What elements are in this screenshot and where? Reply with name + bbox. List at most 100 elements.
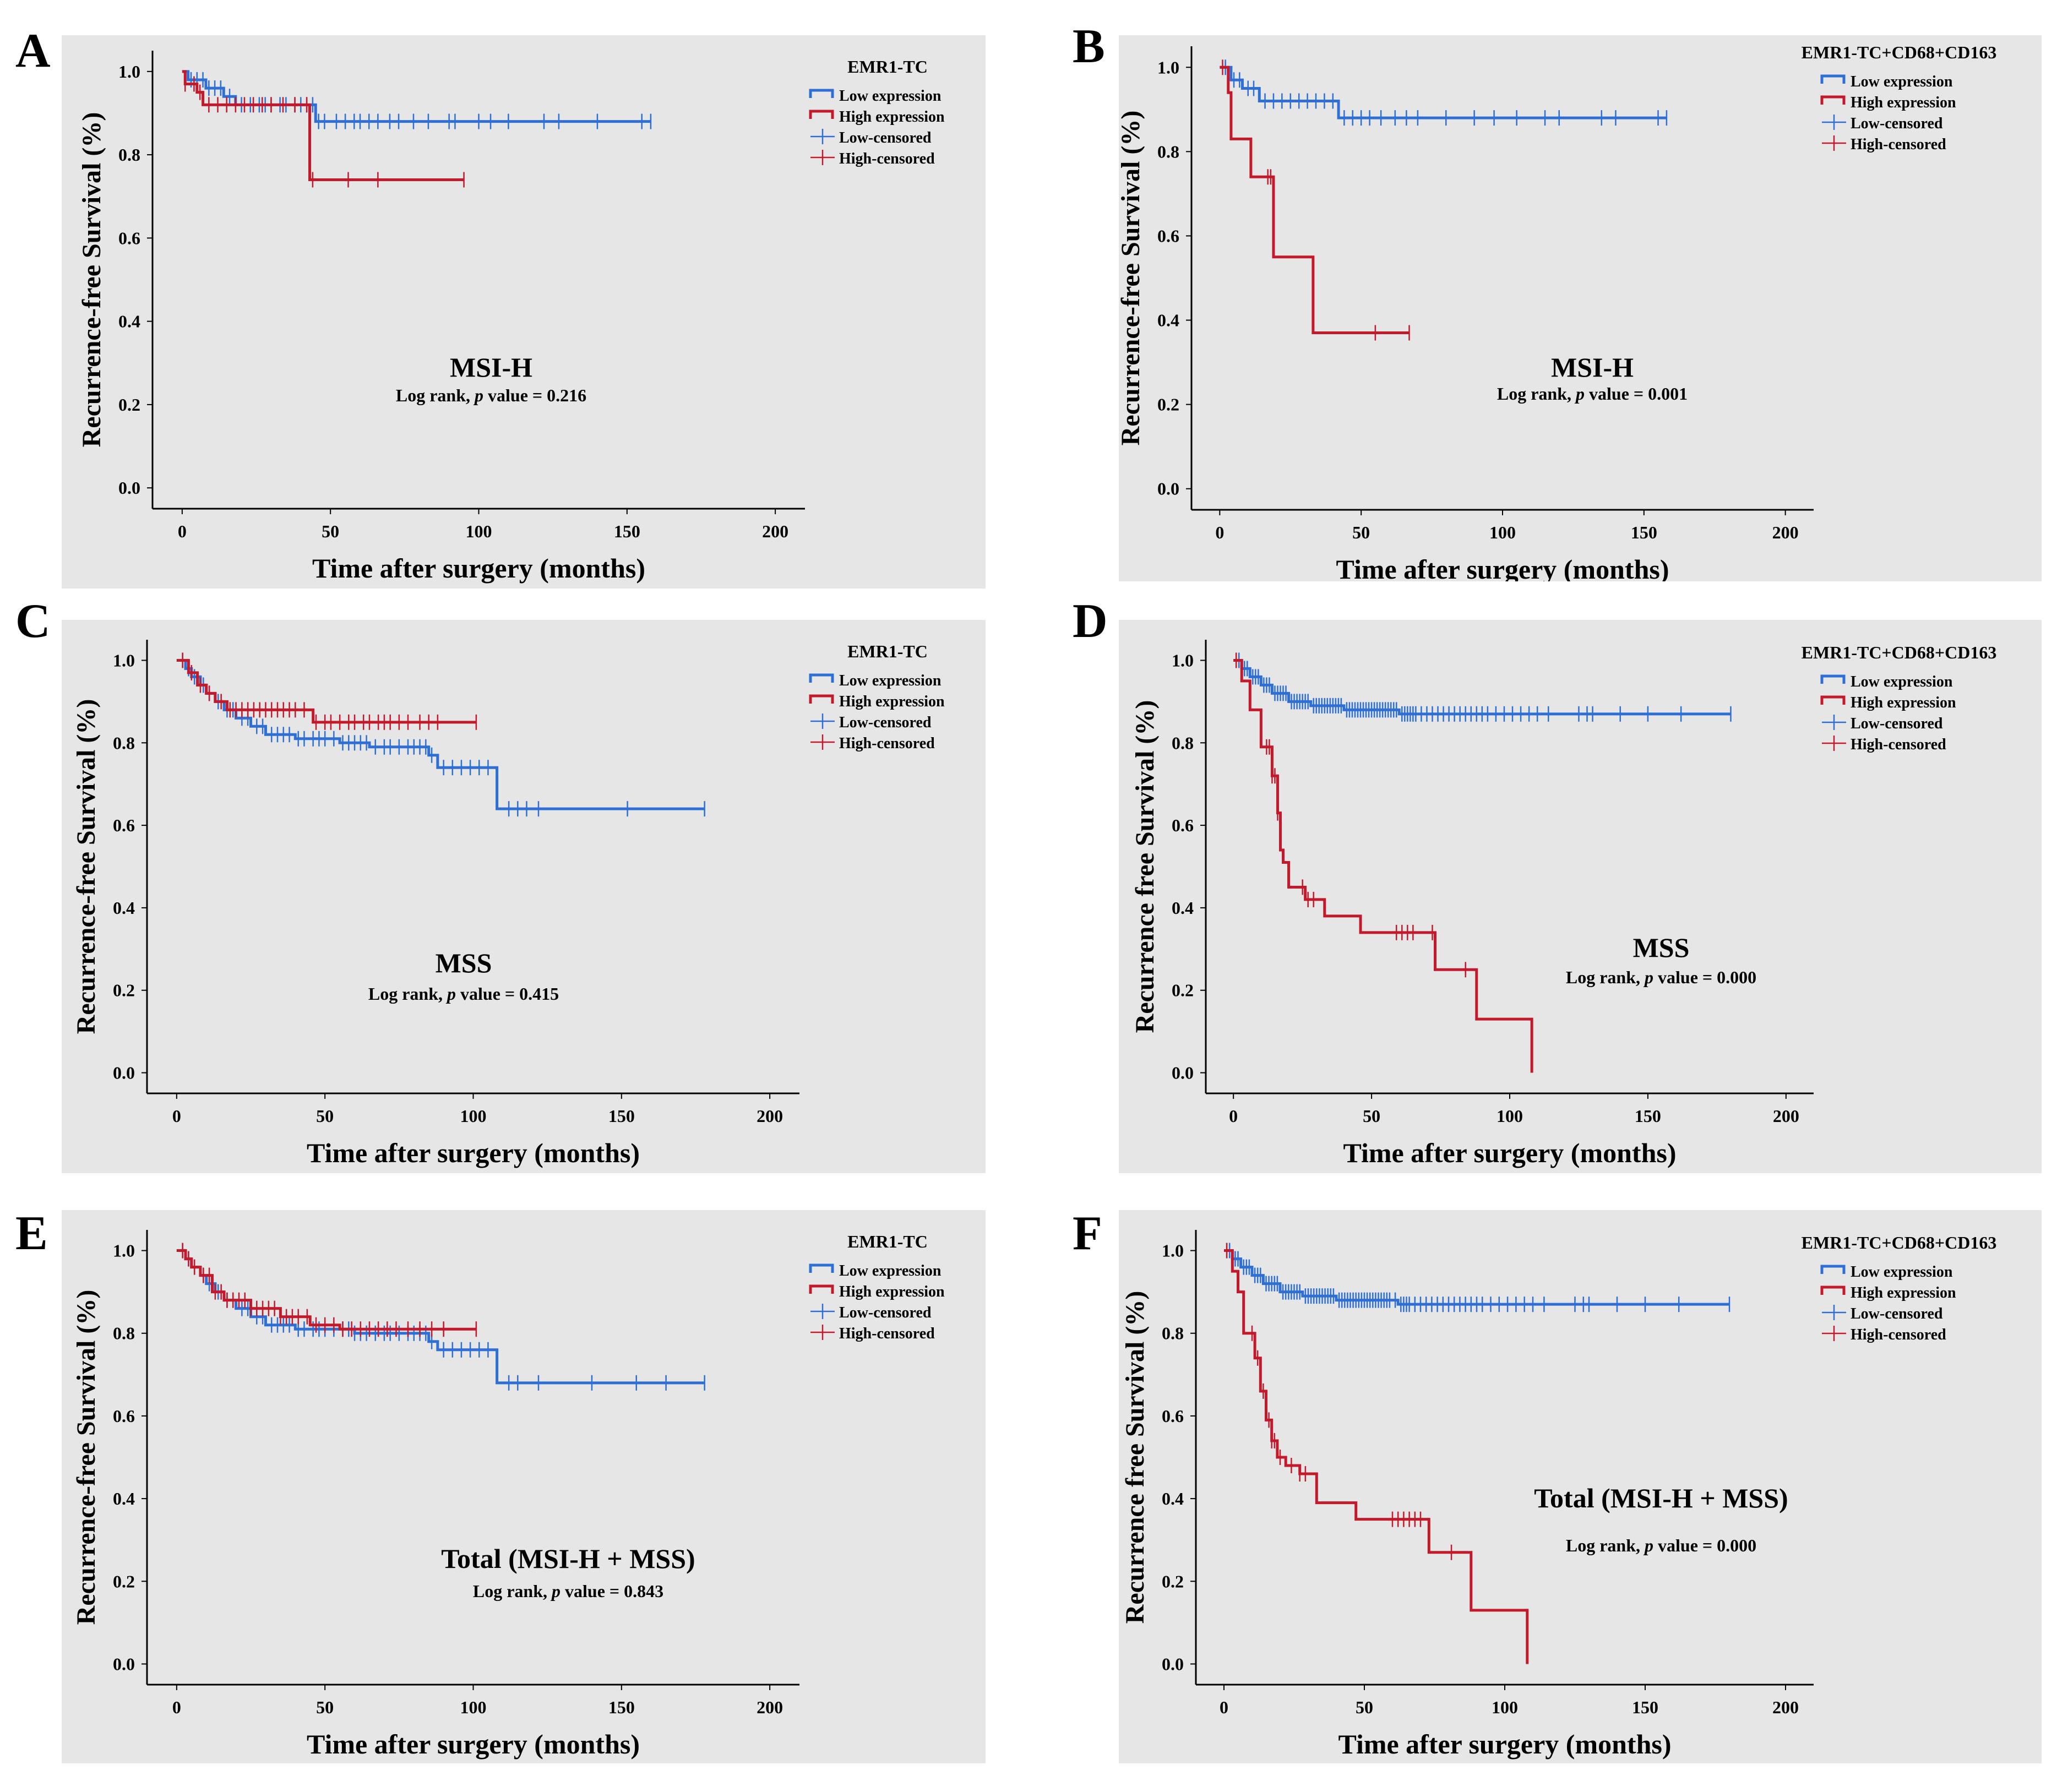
chart-background <box>1119 620 2042 1173</box>
x-tick-label: 0 <box>1215 522 1224 542</box>
y-tick-label: 0.4 <box>113 1489 135 1508</box>
x-tick-label: 100 <box>466 521 492 541</box>
x-tick-label: 0 <box>178 521 187 541</box>
km-chart-c: 0.0 0.2 0.4 0.6 0.8 1.0 0 50 100 150 200 Time after… <box>62 620 986 1173</box>
km-chart-b: 0.0 0.2 0.4 0.6 0.8 1.0 0 50 100 150 200 Time after… <box>1119 35 2042 581</box>
y-tick-label: 0.6 <box>113 815 135 835</box>
y-tick-label: 0.0 <box>113 1654 135 1674</box>
legend-title: EMR1-TC <box>847 57 928 77</box>
p-value: value = 0.216 <box>483 385 586 405</box>
y-axis-title: Recurrence-free Survival (%) <box>72 699 101 1034</box>
km-curve-low-expression <box>182 70 651 123</box>
y-tick-label: 1.0 <box>118 62 140 81</box>
log-rank-annotation: Log rank, p value = 0.001 <box>1497 384 1688 404</box>
y-tick-label: 0.4 <box>118 312 140 331</box>
legend-swatch-high-expression <box>1820 695 1846 705</box>
log-rank-prefix: Log rank, <box>473 1581 552 1601</box>
p-symbol: p <box>473 385 483 405</box>
legend-title: EMR1-TC+CD68+CD163 <box>1802 1233 1997 1252</box>
legend-item-label: High expression <box>1851 1284 1956 1301</box>
x-tick-label: 150 <box>1631 522 1657 542</box>
x-tick-label: 200 <box>757 1697 783 1717</box>
legend-item-label: Low expression <box>1851 1263 1953 1281</box>
log-rank-annotation: Log rank, p value = 0.415 <box>368 984 559 1004</box>
y-axis-title: Recurrence free Survival (%) <box>1130 700 1160 1033</box>
y-tick-label: 0.8 <box>1162 1323 1184 1343</box>
chart-panel-b: 0.0 0.2 0.4 0.6 0.8 1.0 0 50 100 150 200 Time after… <box>1119 35 2042 581</box>
x-tick-label: 200 <box>762 521 788 541</box>
y-tick-label: 0.6 <box>1162 1406 1184 1426</box>
legend-item-label: Low-censored <box>1851 1305 1943 1322</box>
km-curve-high-expression <box>1220 66 1410 335</box>
legend-item-label: High expression <box>1851 94 1956 111</box>
y-axis-title: Recurrence-free Survival (%) <box>72 1290 101 1625</box>
panel-letter-d: D <box>1073 595 1108 648</box>
x-tick-label: 150 <box>1635 1106 1661 1126</box>
legend-item-label: High-censored <box>1851 736 1946 753</box>
km-curve-high-expression <box>176 1249 476 1331</box>
y-tick-label: 0.8 <box>113 1323 135 1343</box>
panel-letter-b: B <box>1073 20 1105 73</box>
legend-item-label: Low-censored <box>839 714 932 731</box>
y-axis-title: Recurrence-free Survival (%) <box>1119 111 1145 446</box>
p-value: value = 0.843 <box>560 1581 663 1601</box>
km-curve-high-expression <box>176 658 476 724</box>
log-rank-prefix: Log rank, <box>1497 384 1576 404</box>
p-value: value = 0.000 <box>1653 967 1756 987</box>
p-value: value = 0.415 <box>456 984 559 1004</box>
x-tick-label: 200 <box>1773 1106 1799 1126</box>
x-tick-label: 200 <box>757 1106 783 1126</box>
group-title: Total (MSI-H + MSS) <box>441 1543 695 1574</box>
legend-swatch-high-expression <box>1820 95 1846 105</box>
x-tick-label: 50 <box>322 521 339 541</box>
p-value: value = 0.000 <box>1653 1535 1756 1555</box>
km-chart-d: 0.0 0.2 0.4 0.6 0.8 1.0 0 50 100 150 200 Time after… <box>1119 620 2042 1173</box>
legend-swatch-high-expression <box>809 1284 834 1294</box>
legend-item-label: Low expression <box>1851 73 1953 90</box>
group-title: Total (MSI-H + MSS) <box>1534 1483 1788 1513</box>
legend-swatch-high-expression <box>809 110 834 119</box>
chart-background <box>62 35 986 589</box>
p-symbol: p <box>550 1581 560 1601</box>
x-tick-label: 150 <box>608 1106 635 1126</box>
km-curve-high-expression <box>1233 658 1533 1073</box>
legend-item-label: High expression <box>839 1283 945 1300</box>
legend-swatch-low-expression <box>809 89 834 98</box>
log-rank-prefix: Log rank, <box>368 984 447 1004</box>
legend-item-label: High-censored <box>1851 1326 1946 1343</box>
legend-item-label: Low expression <box>1851 673 1953 690</box>
y-tick-label: 0.6 <box>113 1406 135 1426</box>
y-tick-label: 0.8 <box>1172 733 1194 753</box>
y-tick-label: 0.2 <box>1162 1571 1184 1591</box>
y-tick-label: 0.0 <box>1172 1063 1194 1083</box>
x-tick-label: 50 <box>1356 1697 1373 1717</box>
x-axis-title: Time after surgery (months) <box>307 1729 640 1760</box>
y-tick-label: 1.0 <box>1157 57 1179 77</box>
x-tick-label: 0 <box>1220 1697 1228 1717</box>
log-rank-annotation: Log rank, p value = 0.843 <box>473 1581 663 1601</box>
y-tick-label: 0.6 <box>1172 815 1194 835</box>
legend-item-label: High-censored <box>839 735 935 752</box>
legend-item-label: Low expression <box>839 672 942 689</box>
y-tick-label: 0.2 <box>113 981 135 1000</box>
km-chart-f: 0.0 0.2 0.4 0.6 0.8 1.0 0 50 100 150 200 Time after… <box>1119 1210 2042 1763</box>
km-curve-low-expression <box>1220 66 1667 119</box>
log-rank-prefix: Log rank, <box>1566 1535 1645 1555</box>
legend-swatch-low-expression <box>1820 674 1846 684</box>
x-tick-label: 50 <box>1352 522 1370 542</box>
chart-background <box>1119 1210 2042 1763</box>
group-title: MSS <box>436 947 492 978</box>
x-tick-label: 150 <box>614 521 640 541</box>
legend-item-label: Low expression <box>839 88 942 105</box>
x-tick-label: 50 <box>316 1106 334 1126</box>
legend-swatch-low-expression <box>809 1263 834 1273</box>
y-tick-label: 1.0 <box>113 1241 135 1261</box>
legend-item-label: Low-censored <box>839 1304 932 1321</box>
group-title: MSS <box>1633 932 1690 963</box>
chart-panel-e: 0.0 0.2 0.4 0.6 0.8 1.0 0 50 100 150 200 Time after… <box>62 1210 986 1763</box>
legend-swatch-low-expression <box>1820 1265 1846 1274</box>
y-tick-label: 0.2 <box>1172 981 1194 1000</box>
panel-letter-a: A <box>15 24 51 78</box>
y-tick-label: 0.4 <box>1162 1489 1184 1508</box>
y-tick-label: 0.8 <box>1157 141 1179 161</box>
